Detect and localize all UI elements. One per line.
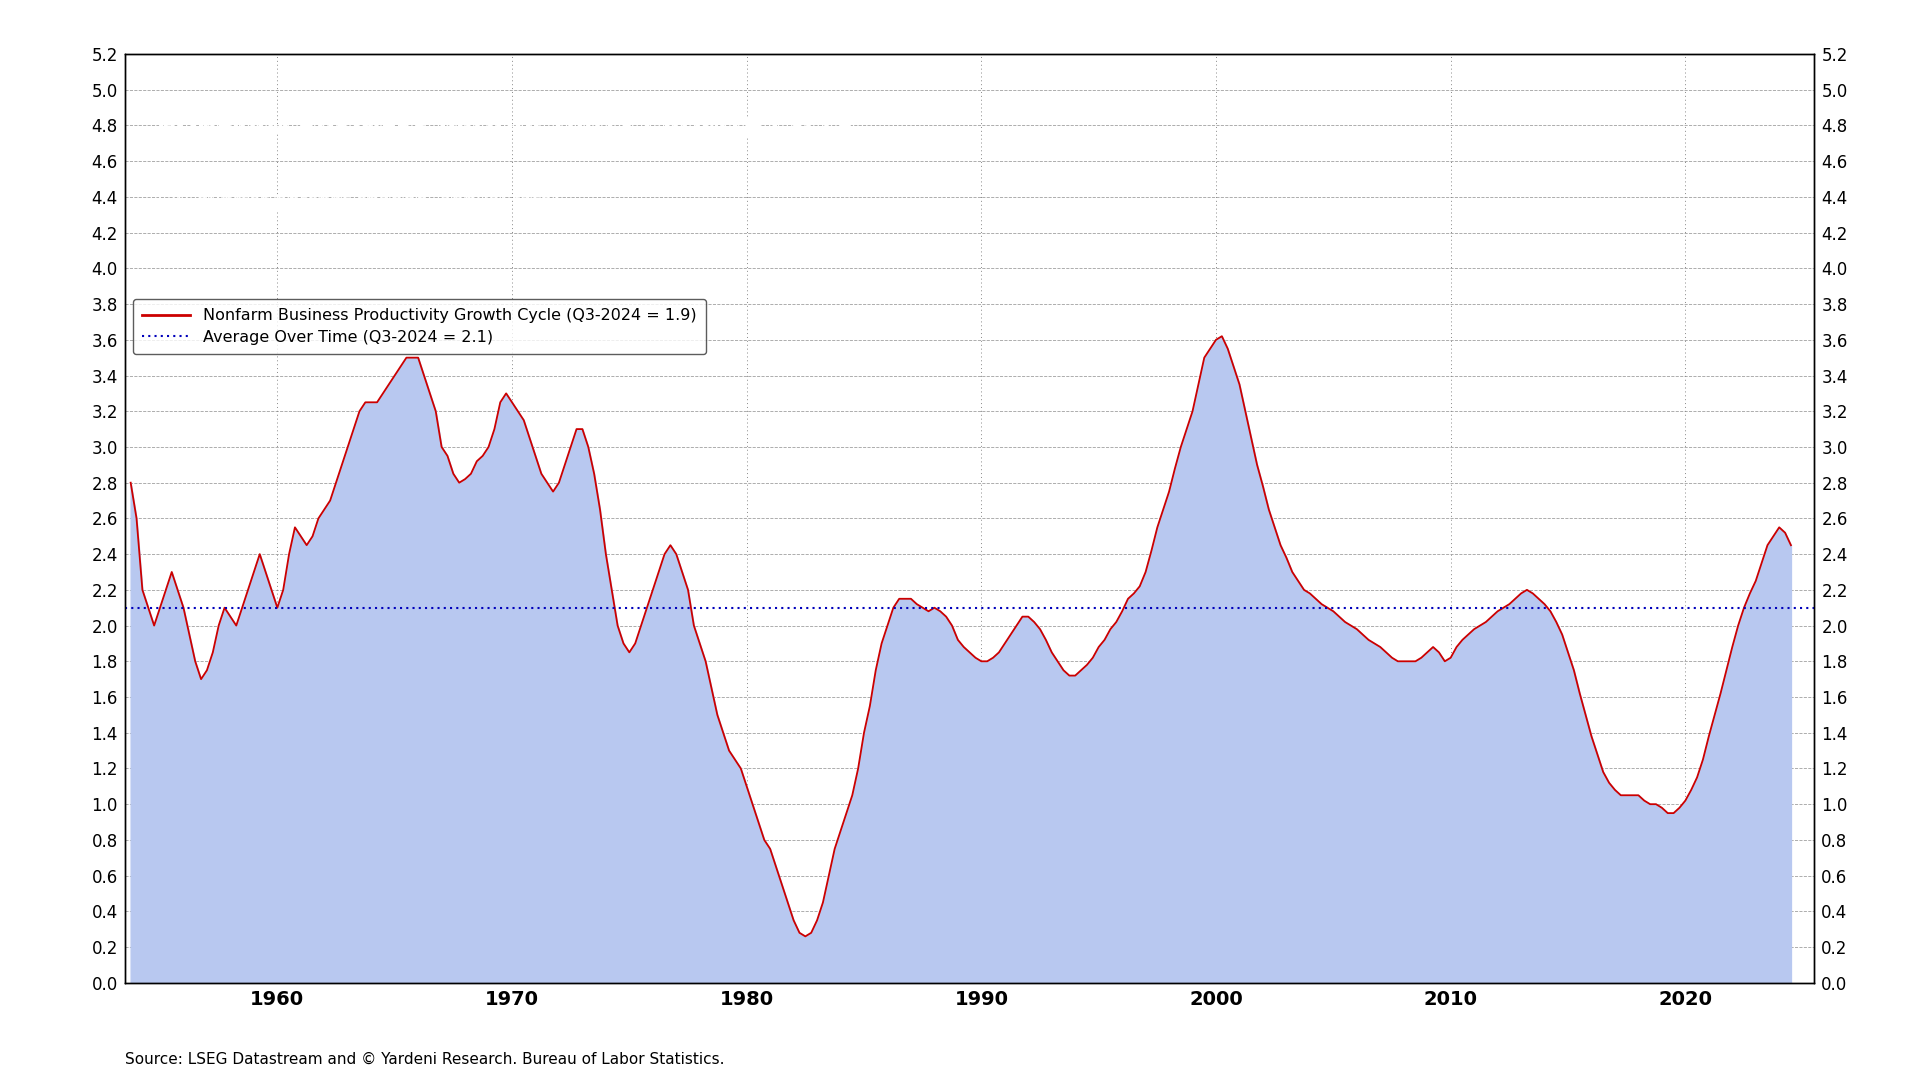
Text: (20-quarter percent change, annual rate): (20-quarter percent change, annual rate)	[157, 191, 561, 211]
Text: Source: LSEG Datastream and © Yardeni Research. Bureau of Labor Statistics.: Source: LSEG Datastream and © Yardeni Re…	[125, 1052, 724, 1067]
Legend: Nonfarm Business Productivity Growth Cycle (Q3-2024 = 1.9), Average Over Time (Q: Nonfarm Business Productivity Growth Cyc…	[132, 299, 707, 354]
Text: NONFARM BUSINESS PRODUCTIVITY GROWTH CYCLE: NONFARM BUSINESS PRODUCTIVITY GROWTH CYC…	[157, 117, 854, 141]
